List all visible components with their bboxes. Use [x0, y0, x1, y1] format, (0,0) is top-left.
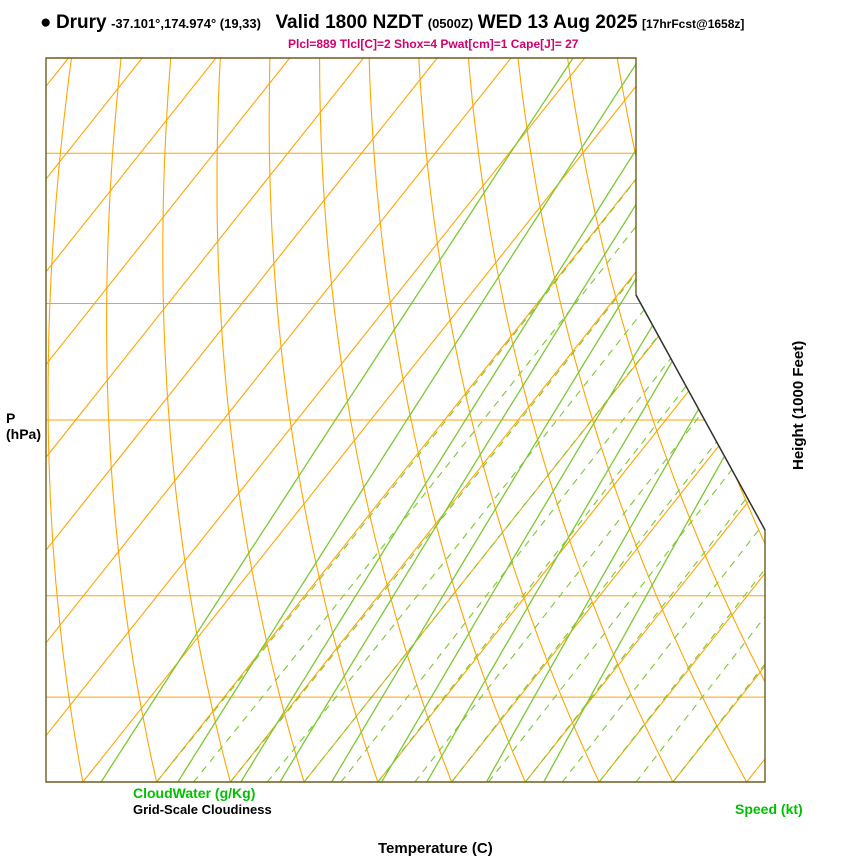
station-name: Drury — [55, 12, 107, 33]
stability-parameters: Plcl=889 Tlcl[C]=2 Shox=4 Pwat[cm]=1 Cap… — [288, 37, 579, 51]
valid-date: WED 13 Aug 2025 — [477, 12, 638, 33]
cloudiness-axis-label: Grid-Scale Cloudiness — [133, 802, 272, 817]
forecast-stamp: [17hrFcst@1658z] — [641, 17, 745, 31]
plot-frame — [45, 57, 766, 783]
height-axis-label: Height (1000 Feet) — [790, 340, 807, 470]
station-marker-icon: ● — [40, 12, 52, 33]
skewt-gridlines — [46, 58, 765, 782]
temperature-axis-label: Temperature (C) — [378, 840, 493, 857]
pressure-axis-label: P (hPa) — [6, 410, 41, 442]
valid-time: Valid 1800 NZDT — [275, 12, 424, 33]
speed-axis-label: Speed (kt) — [735, 801, 803, 817]
cloudwater-axis-label: CloudWater (g/Kg) — [133, 785, 256, 801]
valid-time-utc: (0500Z) — [427, 16, 474, 31]
station-coords: -37.101°,174.974° (19,33) — [111, 16, 261, 31]
header-line: ● Drury -37.101°,174.974° (19,33) Valid … — [40, 12, 744, 34]
